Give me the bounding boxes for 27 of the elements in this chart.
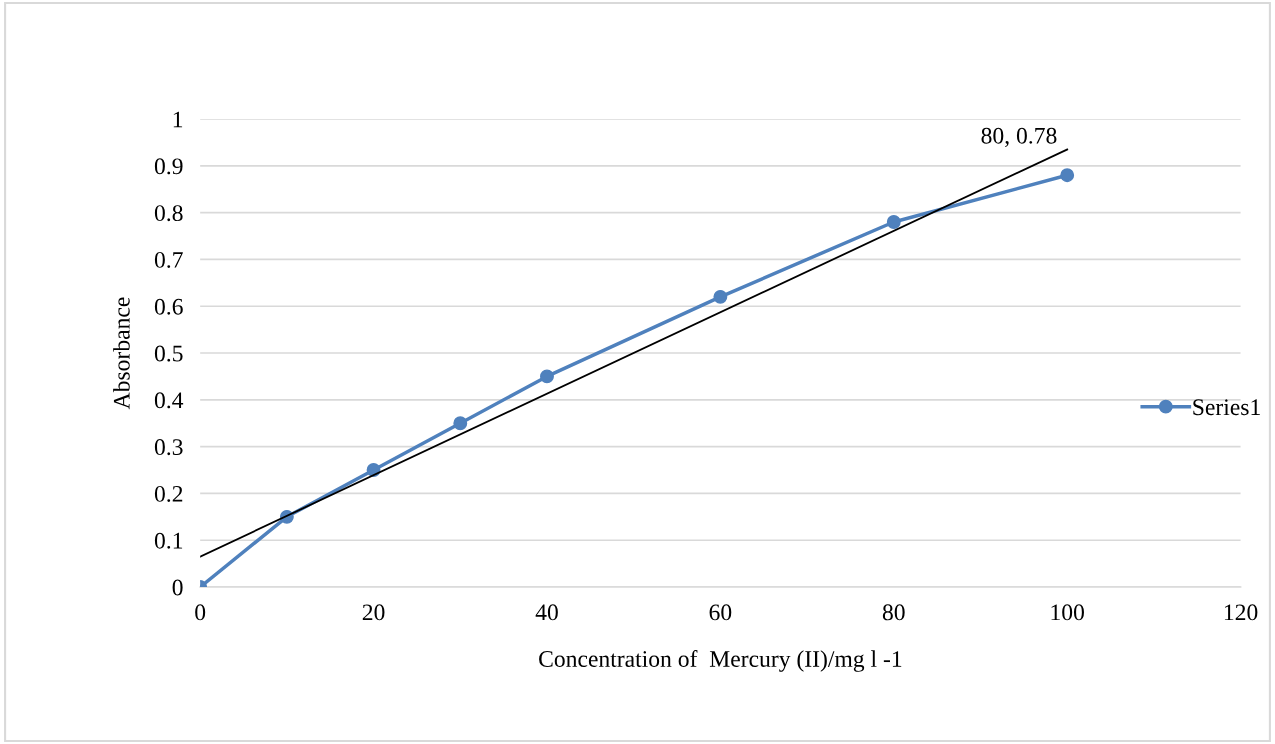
x-tick-label: 120 <box>1224 604 1258 621</box>
y-tick-label: 0.9 <box>154 158 183 175</box>
y-tick-label: 1 <box>173 111 183 128</box>
point <box>453 416 468 431</box>
x-tick-label: 100 <box>1051 604 1084 621</box>
point <box>540 369 554 384</box>
y-tick-label: 0.4 <box>154 392 184 409</box>
x-tick-label: 60 <box>709 604 732 621</box>
y-tick-label: 0.2 <box>154 485 183 502</box>
point <box>1060 168 1075 183</box>
y-tick-label: 0 <box>172 579 183 596</box>
x-tick-label: 40 <box>535 604 558 621</box>
x-tick-label: 80 <box>882 604 905 621</box>
y-tick-label: 0.1 <box>154 532 183 549</box>
y-tick-label: 0.5 <box>154 345 183 362</box>
x-axis-title: Concentration of Mercury (II)/mg l -1 <box>539 650 902 672</box>
y-tick-label: 0.3 <box>154 439 183 456</box>
annotation: 80, 0.78 <box>981 127 1057 148</box>
x-tick-label: 20 <box>362 604 385 621</box>
y-tick-label: 0.6 <box>154 298 183 315</box>
y-tick-label: 0.8 <box>154 205 183 222</box>
y-axis-title: Absorbance <box>113 297 130 410</box>
x-tick-label: 0 <box>195 604 206 621</box>
y-tick-label: 0.7 <box>154 251 183 268</box>
point <box>886 215 901 229</box>
point <box>713 289 728 304</box>
legend-label: Series1 <box>1193 399 1260 416</box>
